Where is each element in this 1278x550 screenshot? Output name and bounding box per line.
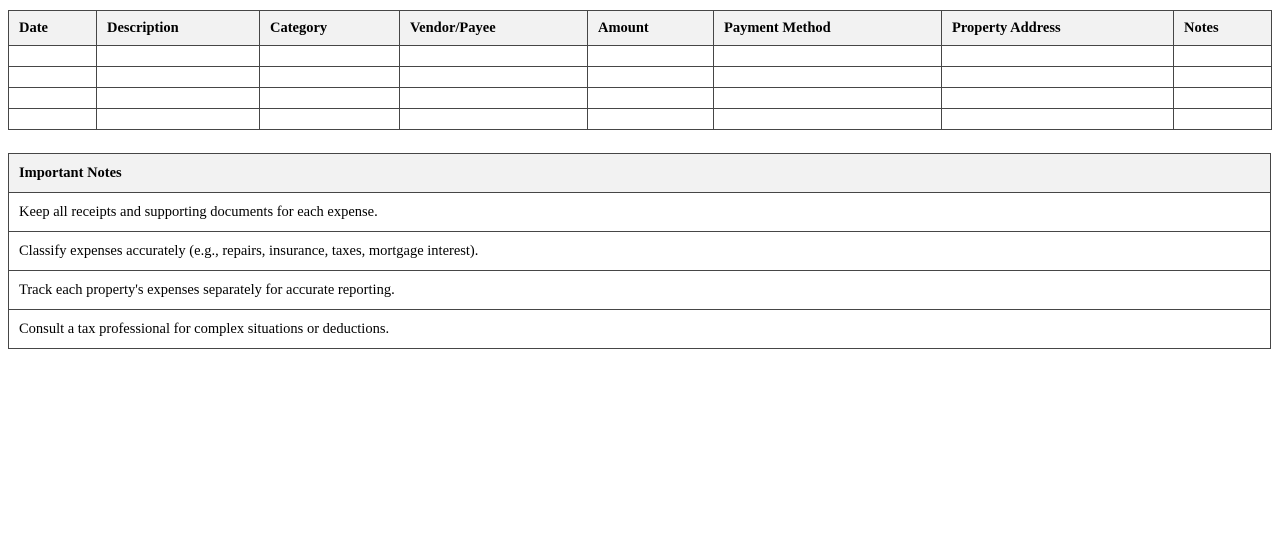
expense-cell-category: [259, 87, 400, 109]
expense-cell-payment-method: [713, 87, 942, 109]
note-item: Keep all receipts and supporting documen…: [8, 192, 1271, 232]
expense-cell-property-address: [941, 87, 1174, 109]
expense-cell-category: [259, 66, 400, 88]
expense-cell-amount: [587, 87, 714, 109]
expense-cell-vendor-payee: [399, 66, 588, 88]
note-row: Track each property's expenses separatel…: [8, 270, 1271, 310]
expense-row: [8, 87, 1272, 109]
column-header-amount: Amount: [587, 10, 714, 46]
column-header-date: Date: [8, 10, 97, 46]
expense-cell-property-address: [941, 108, 1174, 130]
expense-cell-vendor-payee: [399, 108, 588, 130]
expense-cell-category: [259, 45, 400, 67]
note-row: Keep all receipts and supporting documen…: [8, 192, 1271, 232]
column-header-property-address: Property Address: [941, 10, 1174, 46]
expense-cell-notes: [1173, 45, 1272, 67]
expense-cell-payment-method: [713, 45, 942, 67]
expense-row: [8, 108, 1272, 130]
expense-cell-description: [96, 66, 260, 88]
expense-cell-description: [96, 108, 260, 130]
expense-cell-date: [8, 108, 97, 130]
expense-header-row: Date Description Category Vendor/Payee A…: [8, 10, 1272, 46]
expense-cell-payment-method: [713, 108, 942, 130]
note-row: Consult a tax professional for complex s…: [8, 309, 1271, 349]
expense-cell-vendor-payee: [399, 45, 588, 67]
expense-cell-amount: [587, 66, 714, 88]
column-header-description: Description: [96, 10, 260, 46]
expense-cell-property-address: [941, 66, 1174, 88]
column-header-vendor-payee: Vendor/Payee: [399, 10, 588, 46]
expense-row: [8, 45, 1272, 67]
expense-cell-amount: [587, 45, 714, 67]
expense-cell-description: [96, 45, 260, 67]
expense-cell-description: [96, 87, 260, 109]
expense-cell-notes: [1173, 87, 1272, 109]
expense-cell-payment-method: [713, 66, 942, 88]
expense-cell-notes: [1173, 66, 1272, 88]
note-item: Consult a tax professional for complex s…: [8, 309, 1271, 349]
expense-cell-vendor-payee: [399, 87, 588, 109]
column-header-category: Category: [259, 10, 400, 46]
notes-table-title: Important Notes: [8, 153, 1271, 193]
expense-cell-date: [8, 87, 97, 109]
expense-table: Date Description Category Vendor/Payee A…: [8, 10, 1272, 130]
expense-cell-property-address: [941, 45, 1174, 67]
note-item: Track each property's expenses separatel…: [8, 270, 1271, 310]
expense-cell-category: [259, 108, 400, 130]
expense-row: [8, 66, 1272, 88]
column-header-notes: Notes: [1173, 10, 1272, 46]
note-row: Classify expenses accurately (e.g., repa…: [8, 231, 1271, 271]
notes-header-row: Important Notes: [8, 153, 1271, 193]
expense-cell-notes: [1173, 108, 1272, 130]
important-notes-table: Important Notes Keep all receipts and su…: [8, 153, 1271, 349]
note-item: Classify expenses accurately (e.g., repa…: [8, 231, 1271, 271]
expense-cell-amount: [587, 108, 714, 130]
expense-cell-date: [8, 45, 97, 67]
expense-cell-date: [8, 66, 97, 88]
column-header-payment-method: Payment Method: [713, 10, 942, 46]
